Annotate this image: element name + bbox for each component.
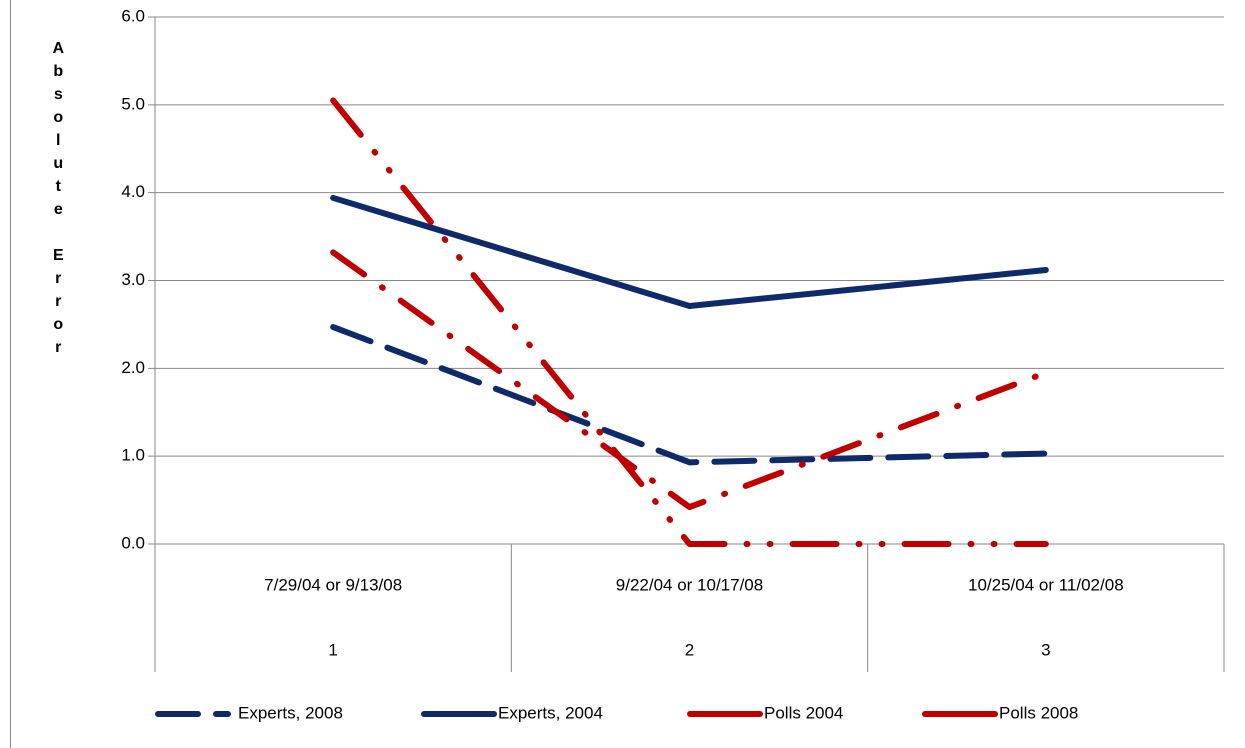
x-tick-number: 3 [1041, 640, 1050, 659]
x-tick-number: 1 [328, 640, 337, 659]
series-line [330, 324, 1049, 466]
legend-label: Experts, 2008 [238, 703, 343, 722]
y-tick-label: 1.0 [121, 446, 145, 465]
series-line [330, 249, 1049, 511]
x-tick-label: 7/29/04 or 9/13/08 [264, 575, 402, 594]
x-tick-label: 9/22/04 or 10/17/08 [616, 575, 763, 594]
legend-label: Polls 2008 [999, 703, 1078, 722]
y-tick-label: 4.0 [121, 182, 145, 201]
y-tick-label: 5.0 [121, 94, 145, 113]
legend-label: Polls 2004 [764, 703, 843, 722]
frame [10, 0, 11, 748]
series-line [330, 97, 1049, 547]
x-tick-label: 10/25/04 or 11/02/08 [968, 575, 1124, 594]
y-tick-label: 6.0 [121, 6, 145, 25]
y-tick-label: 2.0 [121, 358, 145, 377]
legend-label: Experts, 2004 [498, 703, 603, 722]
y-axis-title: Absolute Error [50, 40, 67, 362]
x-tick-number: 2 [685, 640, 694, 659]
y-tick-label: 3.0 [121, 270, 145, 289]
y-tick-label: 0.0 [121, 533, 145, 552]
series-line [330, 194, 1049, 309]
